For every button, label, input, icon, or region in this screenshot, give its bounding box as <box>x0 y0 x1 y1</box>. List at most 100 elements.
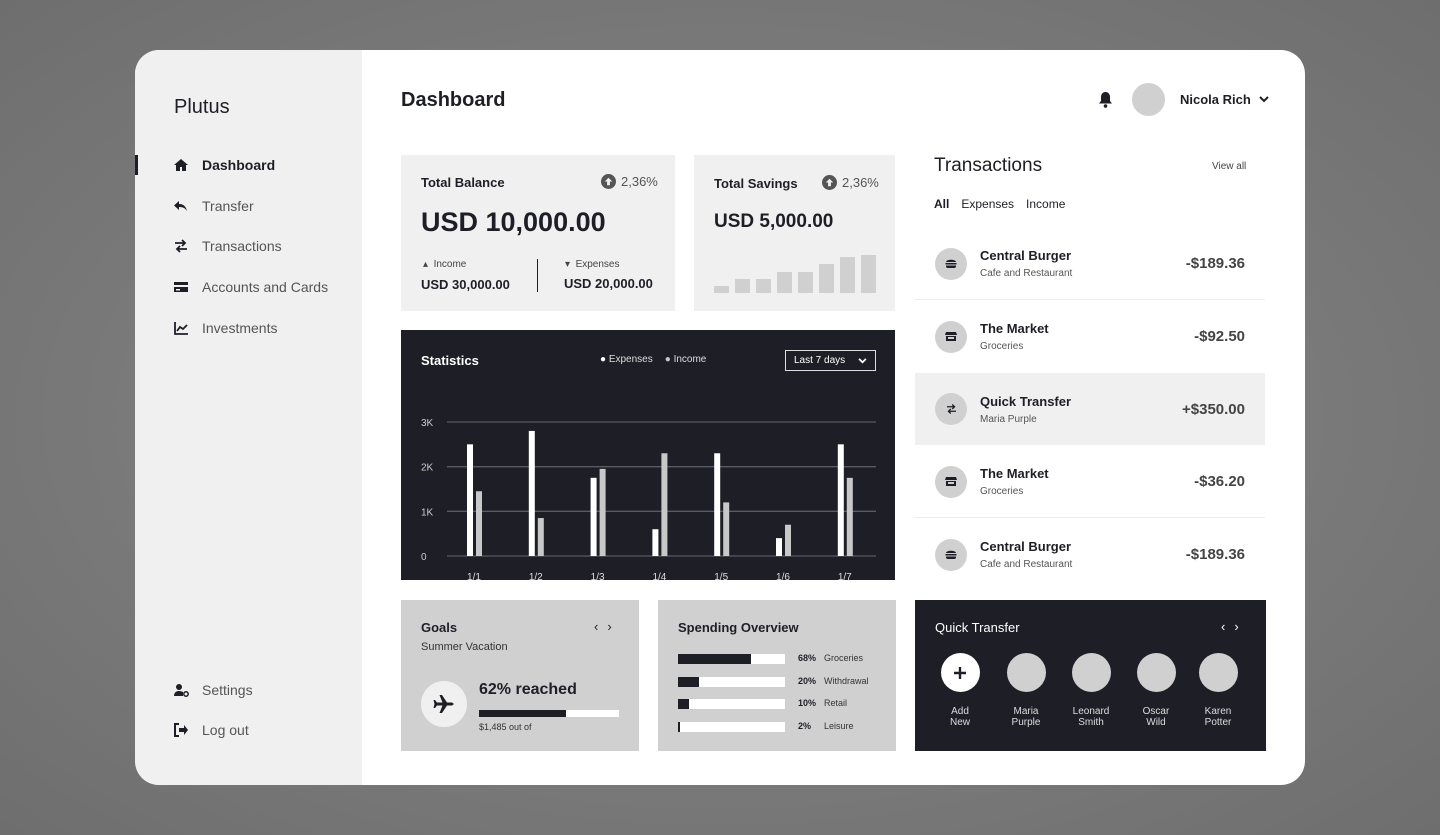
app-logo: Plutus <box>174 96 230 118</box>
label: Income <box>433 259 467 270</box>
legend-label: Income <box>673 354 707 365</box>
chevron-right-icon[interactable]: › <box>1234 619 1239 634</box>
contact[interactable]: Karen Potter <box>1188 653 1248 728</box>
add-contact-button[interactable]: Add New <box>930 653 990 728</box>
sidebar-item-dashboard[interactable]: Dashboard <box>173 157 275 173</box>
tab-income[interactable]: Income <box>1026 197 1066 211</box>
transaction-category: Groceries <box>980 341 1024 353</box>
bar-expenses <box>590 477 597 556</box>
transaction-category: Maria Purple <box>980 413 1037 425</box>
y-tick-label: 3K <box>421 418 434 429</box>
contact-pager: ‹ › <box>1221 619 1239 634</box>
range-select[interactable]: Last 7 days <box>785 350 876 371</box>
nav-label: Settings <box>202 682 253 698</box>
contact-last-name: Wild <box>1146 717 1166 728</box>
tab-expenses[interactable]: Expenses <box>961 197 1015 211</box>
sidebar-item-logout[interactable]: Log out <box>173 722 249 738</box>
contact-last-name: Smith <box>1078 717 1104 728</box>
bar-income <box>723 502 730 556</box>
chevron-left-icon[interactable]: ‹ <box>594 619 599 634</box>
goal-name: Summer Vacation <box>421 641 508 653</box>
user-menu[interactable]: Nicola Rich <box>1180 92 1269 107</box>
chevron-right-icon[interactable]: › <box>607 619 612 634</box>
transaction-row[interactable]: Central Burger Cafe and Restaurant -$189… <box>915 519 1265 591</box>
transaction-amount: +$350.00 <box>1182 400 1245 418</box>
spending-bar <box>678 722 785 733</box>
savings-trend-chart <box>714 255 876 293</box>
y-tick-label: 0 <box>421 552 427 563</box>
expenses-label: ▾ Expenses <box>565 259 620 270</box>
transaction-row[interactable]: Quick Transfer Maria Purple +$350.00 <box>915 373 1265 446</box>
transaction-name: Quick Transfer <box>980 393 1072 409</box>
x-tick-label: 1/7 <box>838 572 852 583</box>
chevron-down-icon <box>858 357 867 363</box>
savings-trend-bar <box>861 255 876 293</box>
nav-label: Transactions <box>202 238 282 254</box>
nav-label: Log out <box>202 722 249 738</box>
card-title: Goals <box>421 620 458 635</box>
transaction-row[interactable]: Central Burger Cafe and Restaurant -$189… <box>915 228 1265 300</box>
goals-card: Goals ‹ › Summer Vacation 62% reached $1,… <box>401 600 639 751</box>
bar-income <box>537 518 544 556</box>
spending-bar-fill <box>678 722 681 733</box>
swap-icon <box>935 393 967 426</box>
contact[interactable]: Leonard Smith <box>1061 653 1121 728</box>
tab-all[interactable]: All <box>934 197 950 211</box>
contact[interactable]: Maria Purple <box>996 653 1056 728</box>
user-cog-icon <box>174 684 189 697</box>
change-value: 2,36% <box>842 175 879 190</box>
bar-income <box>599 468 606 556</box>
nav-label: Investments <box>202 320 278 336</box>
transaction-amount: -$92.50 <box>1194 328 1245 346</box>
savings-trend-bar <box>840 257 855 293</box>
x-tick-label: 1/2 <box>529 572 543 583</box>
goal-progress-fill <box>479 710 566 717</box>
spending-bar-fill <box>678 676 700 687</box>
savings-trend-bar <box>714 285 729 293</box>
view-all-link[interactable]: View all <box>1212 161 1247 172</box>
y-tick-label: 1K <box>421 507 434 518</box>
transaction-category: Cafe and Restaurant <box>980 268 1073 279</box>
balance-amount: USD 10,000.00 <box>421 207 606 237</box>
spending-pct: 68% <box>798 653 817 663</box>
savings-trend-bar <box>756 278 771 293</box>
select-value: Last 7 days <box>794 355 846 366</box>
contact-first-name: Maria <box>1013 706 1039 717</box>
caret-up-icon: ▴ <box>423 259 434 270</box>
reply-icon <box>174 201 187 211</box>
caret-down-icon: ▾ <box>565 259 576 270</box>
sidebar-item-transfer[interactable]: Transfer <box>173 198 254 214</box>
contact-avatar <box>1071 653 1111 692</box>
bar-expenses <box>528 430 535 556</box>
transaction-row[interactable]: The Market Groceries -$36.20 <box>915 446 1265 519</box>
page-title: Dashboard <box>401 89 506 111</box>
sidebar-item-investments[interactable]: Investments <box>173 320 277 336</box>
bell-icon[interactable] <box>1098 91 1113 108</box>
sidebar-item-settings[interactable]: Settings <box>173 682 253 698</box>
statistics-card: 0 1K 2K 3K 1/1 1/2 1/3 1/4 1/5 1/6 1/7 Statistics … <box>401 330 895 583</box>
chevron-left-icon[interactable]: ‹ <box>1221 619 1226 634</box>
sidebar-item-transactions[interactable]: Transactions <box>173 238 282 254</box>
nav-label: Accounts and Cards <box>202 279 329 295</box>
swap-icon <box>175 239 187 253</box>
goal-reached: 62% reached <box>479 681 577 698</box>
legend-income: ● Income <box>664 354 707 365</box>
transaction-amount: -$189.36 <box>1185 255 1245 272</box>
transaction-row[interactable]: The Market Groceries -$92.50 <box>915 301 1265 373</box>
user-avatar[interactable] <box>1132 83 1165 116</box>
contact[interactable]: Oscar Wild <box>1126 653 1186 728</box>
spending-bar <box>678 699 785 710</box>
burger-icon <box>935 538 967 571</box>
card-title: Total Savings <box>714 176 798 191</box>
total-savings-card: Total Savings 2,36% USD 5,000.00 <box>694 155 895 311</box>
legend-expenses: ● Expenses <box>600 354 653 365</box>
chart-legend: ● Expenses ● Income <box>600 354 706 365</box>
contact-avatar <box>1136 653 1176 692</box>
transaction-name: The Market <box>980 466 1049 482</box>
y-tick-label: 2K <box>421 463 434 474</box>
spending-label: Withdrawal <box>824 675 869 686</box>
spending-bar-fill <box>678 699 689 710</box>
sidebar-item-accounts[interactable]: Accounts and Cards <box>173 279 328 295</box>
arrow-up-circle-icon <box>601 174 616 189</box>
balance-change: 2,36% <box>601 174 658 189</box>
